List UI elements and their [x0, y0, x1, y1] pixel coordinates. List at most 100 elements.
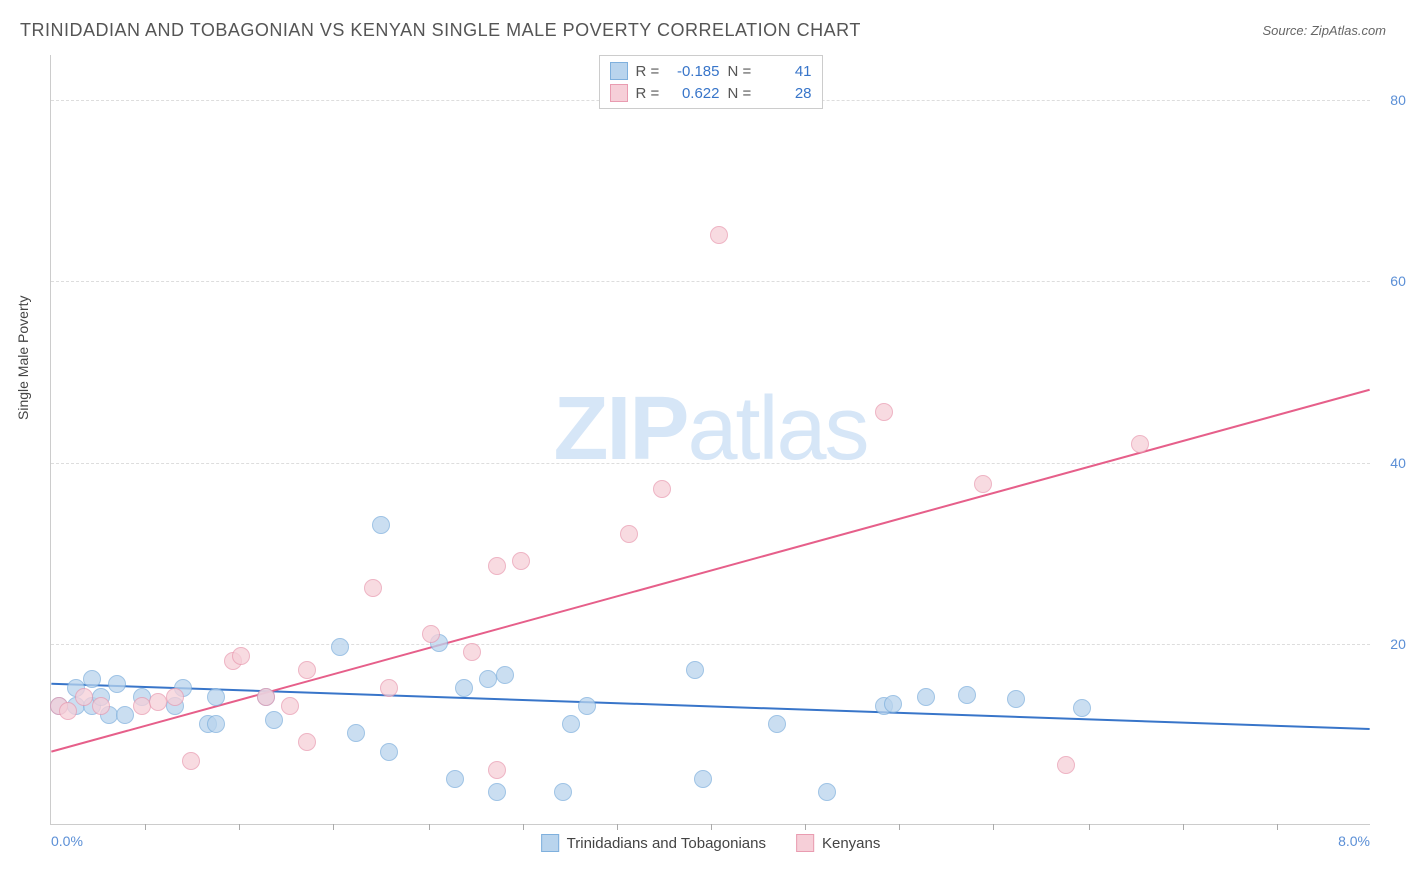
data-point — [265, 711, 283, 729]
correlation-stats-box: R = -0.185 N = 41 R = 0.622 N = 28 — [599, 55, 823, 109]
legend: Trinidadians and Tobagonians Kenyans — [541, 834, 881, 852]
swatch-series-1 — [610, 62, 628, 80]
y-tick-label: 20.0% — [1380, 636, 1406, 652]
data-point — [422, 625, 440, 643]
data-point — [92, 697, 110, 715]
data-point — [479, 670, 497, 688]
data-point — [562, 715, 580, 733]
x-tick — [429, 824, 430, 830]
data-point — [116, 706, 134, 724]
y-axis-label: Single Male Poverty — [15, 295, 31, 420]
data-point — [257, 688, 275, 706]
x-tick — [993, 824, 994, 830]
data-point — [686, 661, 704, 679]
r-label: R = — [636, 63, 662, 80]
x-tick — [239, 824, 240, 830]
data-point — [455, 679, 473, 697]
data-point — [1057, 756, 1075, 774]
data-point — [372, 516, 390, 534]
r-value-2: 0.622 — [670, 85, 720, 102]
chart-title: TRINIDADIAN AND TOBAGONIAN VS KENYAN SIN… — [20, 20, 861, 41]
data-point — [232, 647, 250, 665]
data-point — [554, 783, 572, 801]
data-point — [182, 752, 200, 770]
legend-swatch-2 — [796, 834, 814, 852]
data-point — [298, 733, 316, 751]
data-point — [298, 661, 316, 679]
gridline — [51, 644, 1370, 645]
x-tick — [899, 824, 900, 830]
data-point — [347, 724, 365, 742]
data-point — [1073, 699, 1091, 717]
trend-lines — [51, 55, 1370, 824]
data-point — [496, 666, 514, 684]
stats-row-series-2: R = 0.622 N = 28 — [610, 82, 812, 104]
data-point — [694, 770, 712, 788]
data-point — [1007, 690, 1025, 708]
data-point — [710, 226, 728, 244]
y-tick-label: 80.0% — [1380, 92, 1406, 108]
data-point — [620, 525, 638, 543]
data-point — [884, 695, 902, 713]
data-point — [917, 688, 935, 706]
data-point — [818, 783, 836, 801]
x-tick-min: 0.0% — [51, 833, 83, 849]
data-point — [149, 693, 167, 711]
x-tick — [1183, 824, 1184, 830]
legend-label-1: Trinidadians and Tobagonians — [567, 835, 766, 852]
data-point — [875, 403, 893, 421]
data-point — [75, 688, 93, 706]
data-point — [108, 675, 126, 693]
data-point — [331, 638, 349, 656]
x-tick — [711, 824, 712, 830]
plot-area: ZIPatlas 20.0%40.0%60.0%80.0% R = -0.185… — [50, 55, 1370, 825]
data-point — [364, 579, 382, 597]
n-label: N = — [728, 85, 754, 102]
x-tick — [333, 824, 334, 830]
n-label: N = — [728, 63, 754, 80]
data-point — [380, 679, 398, 697]
data-point — [166, 688, 184, 706]
r-value-1: -0.185 — [670, 63, 720, 80]
x-tick — [1089, 824, 1090, 830]
legend-swatch-1 — [541, 834, 559, 852]
gridline — [51, 463, 1370, 464]
data-point — [488, 761, 506, 779]
watermark: ZIPatlas — [553, 378, 867, 481]
data-point — [974, 475, 992, 493]
legend-item-1: Trinidadians and Tobagonians — [541, 834, 766, 852]
legend-label-2: Kenyans — [822, 835, 880, 852]
data-point — [578, 697, 596, 715]
data-point — [512, 552, 530, 570]
stats-row-series-1: R = -0.185 N = 41 — [610, 60, 812, 82]
data-point — [463, 643, 481, 661]
n-value-2: 28 — [762, 85, 812, 102]
data-point — [446, 770, 464, 788]
data-point — [83, 670, 101, 688]
n-value-1: 41 — [762, 63, 812, 80]
x-tick — [145, 824, 146, 830]
data-point — [207, 688, 225, 706]
data-point — [59, 702, 77, 720]
data-point — [133, 697, 151, 715]
x-tick — [1277, 824, 1278, 830]
r-label: R = — [636, 85, 662, 102]
x-tick — [523, 824, 524, 830]
data-point — [768, 715, 786, 733]
data-point — [281, 697, 299, 715]
data-point — [380, 743, 398, 761]
y-tick-label: 40.0% — [1380, 455, 1406, 471]
swatch-series-2 — [610, 84, 628, 102]
gridline — [51, 281, 1370, 282]
data-point — [488, 557, 506, 575]
data-point — [653, 480, 671, 498]
x-tick-max: 8.0% — [1338, 833, 1370, 849]
x-tick — [617, 824, 618, 830]
data-point — [1131, 435, 1149, 453]
x-tick — [805, 824, 806, 830]
data-point — [207, 715, 225, 733]
y-tick-label: 60.0% — [1380, 273, 1406, 289]
data-point — [488, 783, 506, 801]
legend-item-2: Kenyans — [796, 834, 880, 852]
source-attribution: Source: ZipAtlas.com — [1262, 23, 1386, 38]
